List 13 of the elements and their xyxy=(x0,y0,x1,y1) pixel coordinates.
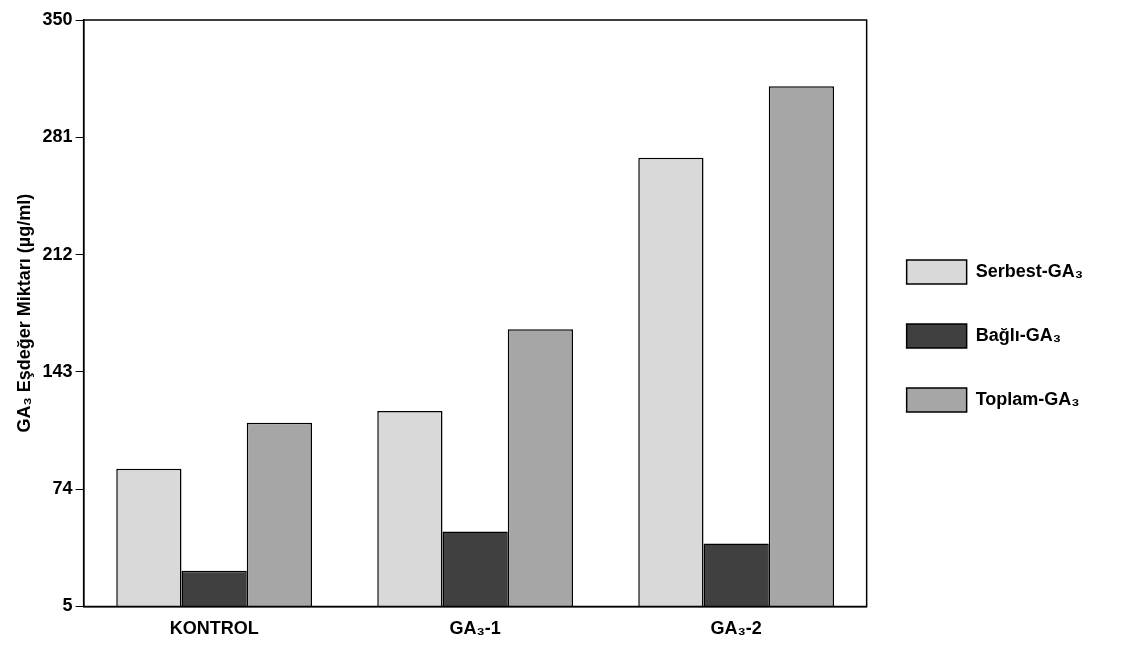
x-tick-label: GA₃-2 xyxy=(710,618,762,639)
y-tick-label: 5 xyxy=(62,595,73,616)
x-tick-label: GA₃-1 xyxy=(449,618,501,639)
y-tick-label: 74 xyxy=(52,478,73,499)
y-tick-label: 143 xyxy=(42,360,73,381)
legend-label: Serbest-GA₃ xyxy=(975,260,1084,281)
y-tick-label: 350 xyxy=(42,8,73,29)
y-tick-label: 281 xyxy=(42,126,73,147)
legend-label: Bağlı-GA₃ xyxy=(975,324,1061,345)
y-axis-title: GA₃ Eşdeğer Miktarı (µg/ml) xyxy=(13,193,34,433)
x-tick-label: KONTROL xyxy=(169,618,259,639)
y-tick-label: 212 xyxy=(42,243,73,264)
legend-label: Toplam-GA₃ xyxy=(975,388,1080,409)
